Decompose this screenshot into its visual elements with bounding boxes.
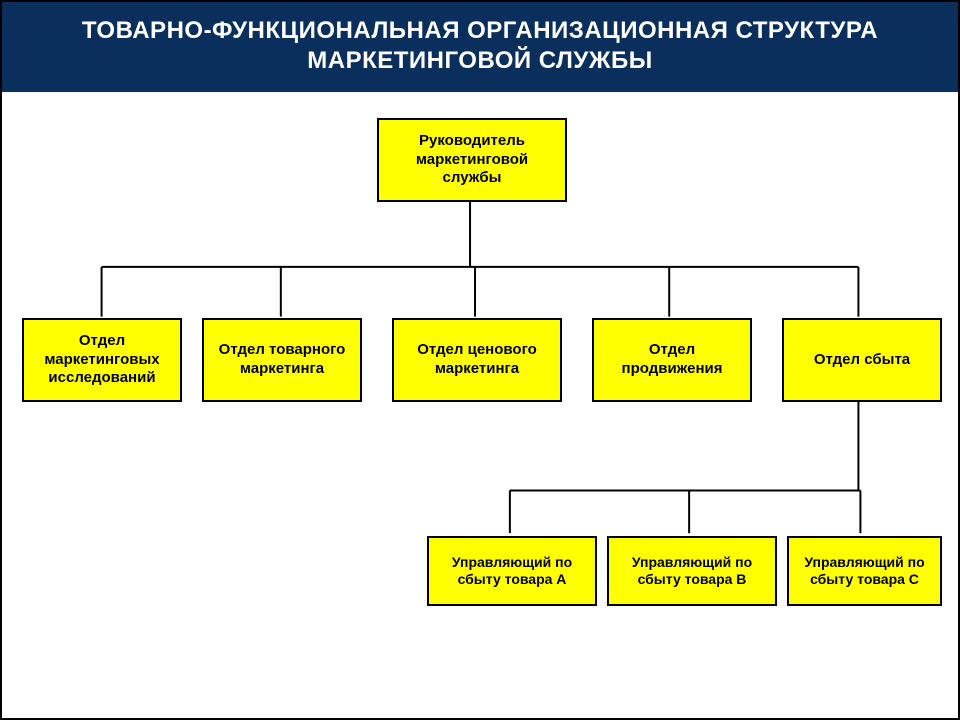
node-label: Отдел продвижения	[602, 341, 742, 379]
node-dept-research: Отдел маркетинговых исследований	[22, 318, 182, 402]
node-label: Руководитель маркетинговой службы	[387, 132, 557, 188]
org-chart: Руководитель маркетинговой службы Отдел …	[2, 98, 958, 718]
node-label: Отдел сбыта	[814, 351, 910, 370]
node-dept-product: Отдел товарного маркетинга	[202, 318, 362, 402]
node-sales-mgr-b: Управляющий по сбыту товара В	[607, 536, 777, 606]
slide: ТОВАРНО-ФУНКЦИОНАЛЬНАЯ ОРГАНИЗАЦИОННАЯ С…	[0, 0, 960, 720]
node-label: Управляющий по сбыту товара А	[437, 554, 587, 589]
node-label: Отдел товарного маркетинга	[212, 341, 352, 379]
node-label: Отдел маркетинговых исследований	[32, 332, 172, 388]
node-sales-mgr-c: Управляющий по сбыту товара С	[787, 536, 942, 606]
slide-title: ТОВАРНО-ФУНКЦИОНАЛЬНАЯ ОРГАНИЗАЦИОННАЯ С…	[2, 2, 958, 92]
node-label: Управляющий по сбыту товара В	[617, 554, 767, 589]
node-dept-promotion: Отдел продвижения	[592, 318, 752, 402]
node-sales-mgr-a: Управляющий по сбыту товара А	[427, 536, 597, 606]
node-dept-pricing: Отдел ценового маркетинга	[392, 318, 562, 402]
node-label: Отдел ценового маркетинга	[402, 341, 552, 379]
node-dept-sales: Отдел сбыта	[782, 318, 942, 402]
node-label: Управляющий по сбыту товара С	[797, 554, 932, 589]
node-root: Руководитель маркетинговой службы	[377, 118, 567, 202]
